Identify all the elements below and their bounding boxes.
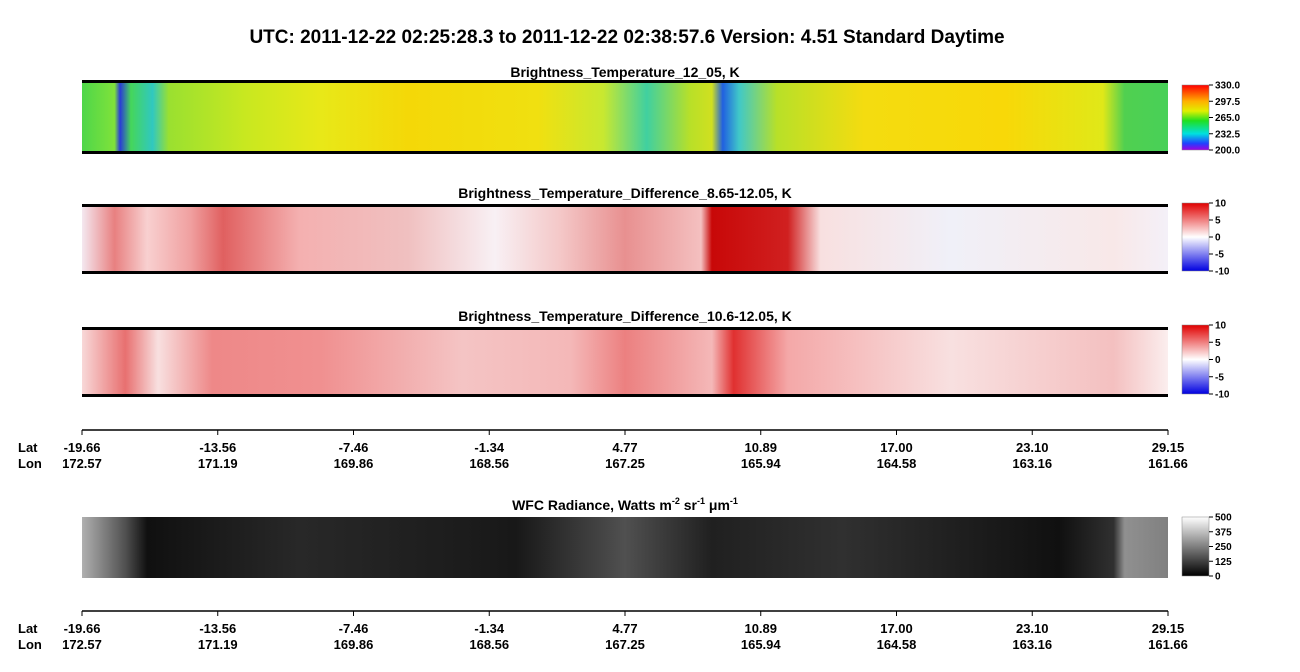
colorbar — [1181, 202, 1210, 272]
strip-border-bottom — [82, 394, 1168, 397]
colorbar-tick-label: 375 — [1215, 527, 1232, 538]
lon-tick-label: 172.57 — [62, 456, 102, 471]
lat-tick-label: 29.15 — [1152, 621, 1185, 636]
title-superscript: -1 — [697, 496, 705, 506]
lon-tick-label: 164.58 — [877, 456, 917, 471]
colorbar-tick-label: 5 — [1215, 338, 1221, 349]
colorbar-tick-label: 0 — [1215, 355, 1221, 366]
colorbar-tick-label: 10 — [1215, 199, 1227, 210]
strip-border-bottom — [82, 271, 1168, 274]
lat-tick-label: 29.15 — [1152, 440, 1185, 455]
image-strip — [82, 206, 1168, 272]
lon-tick-label: 171.19 — [198, 637, 238, 652]
lat-label: Lat — [18, 621, 38, 636]
colorbar-tick-label: 10 — [1215, 321, 1227, 332]
lat-tick-label: 10.89 — [744, 621, 777, 636]
lon-tick-label: 163.16 — [1012, 456, 1052, 471]
title-text: Brightness_Temperature_Difference_10.6-1… — [458, 308, 792, 324]
title-text: sr — [680, 497, 698, 513]
lat-tick-label: 4.77 — [612, 440, 637, 455]
page-title: UTC: 2011-12-22 02:25:28.3 to 2011-12-22… — [249, 27, 1004, 48]
title-text: Brightness_Temperature_12_05, K — [510, 64, 739, 80]
lat-tick-label: -7.46 — [339, 621, 369, 636]
panel-title: WFC Radiance, Watts m-2 sr-1 μm-1 — [512, 496, 738, 513]
lon-tick-label: 165.94 — [741, 637, 782, 652]
strip-border-top — [82, 327, 1168, 330]
lon-tick-label: 161.66 — [1148, 637, 1188, 652]
colorbar — [1181, 516, 1210, 577]
lat-tick-label: 23.10 — [1016, 621, 1049, 636]
lon-tick-label: 167.25 — [605, 637, 645, 652]
lon-label: Lon — [18, 637, 42, 652]
title-superscript: -2 — [672, 496, 680, 506]
colorbar-tick-label: -5 — [1215, 250, 1224, 261]
lat-tick-label: -13.56 — [199, 440, 236, 455]
strip-border-top — [82, 204, 1168, 207]
colorbar-tick-label: 297.5 — [1215, 97, 1240, 108]
title-superscript: -1 — [730, 496, 738, 506]
strip-border-top — [82, 80, 1168, 83]
colorbar-tick-label: -5 — [1215, 372, 1224, 383]
lon-tick-label: 169.86 — [334, 456, 374, 471]
lon-tick-label: 163.16 — [1012, 637, 1052, 652]
lat-tick-label: -19.66 — [64, 440, 101, 455]
colorbar-tick-label: 500 — [1215, 513, 1232, 524]
title-text: Brightness_Temperature_Difference_8.65-1… — [458, 185, 792, 201]
colorbar — [1181, 84, 1210, 151]
image-strip — [82, 329, 1168, 395]
colorbar-tick-label: 125 — [1215, 557, 1232, 568]
lon-tick-label: 165.94 — [741, 456, 782, 471]
colorbar-tick-label: 0 — [1215, 572, 1221, 583]
lon-tick-label: 161.66 — [1148, 456, 1188, 471]
lon-tick-label: 172.57 — [62, 637, 102, 652]
colorbar-tick-label: 5 — [1215, 216, 1221, 227]
strip-border-bottom — [82, 151, 1168, 154]
colorbar-tick-label: 250 — [1215, 542, 1232, 553]
title-text: WFC Radiance, Watts m — [512, 497, 672, 513]
lon-tick-label: 168.56 — [469, 637, 509, 652]
lon-tick-label: 168.56 — [469, 456, 509, 471]
lat-tick-label: -1.34 — [474, 621, 504, 636]
lon-tick-label: 167.25 — [605, 456, 645, 471]
colorbar-tick-label: 200.0 — [1215, 146, 1240, 157]
colorbar-tick-label: -10 — [1215, 390, 1230, 401]
lat-tick-label: 23.10 — [1016, 440, 1049, 455]
lat-tick-label: -1.34 — [474, 440, 504, 455]
colorbar-tick-label: 330.0 — [1215, 81, 1240, 92]
colorbar-tick-label: -10 — [1215, 267, 1230, 278]
panel-title: Brightness_Temperature_Difference_10.6-1… — [458, 308, 792, 324]
lon-tick-label: 164.58 — [877, 637, 917, 652]
lat-tick-label: -19.66 — [64, 621, 101, 636]
lon-tick-label: 171.19 — [198, 456, 238, 471]
lat-tick-label: 4.77 — [612, 621, 637, 636]
title-text: μm — [705, 497, 730, 513]
lat-tick-label: -7.46 — [339, 440, 369, 455]
image-strip — [82, 517, 1168, 578]
lat-tick-label: 17.00 — [880, 621, 913, 636]
lat-tick-label: 10.89 — [744, 440, 777, 455]
image-strip — [82, 82, 1168, 152]
lat-tick-label: 17.00 — [880, 440, 913, 455]
colorbar-tick-label: 232.5 — [1215, 129, 1240, 140]
colorbar-tick-label: 0 — [1215, 233, 1221, 244]
colorbar-tick-label: 265.0 — [1215, 113, 1240, 124]
lat-label: Lat — [18, 440, 38, 455]
panel-title: Brightness_Temperature_12_05, K — [510, 64, 739, 80]
panel-title: Brightness_Temperature_Difference_8.65-1… — [458, 185, 792, 201]
lon-label: Lon — [18, 456, 42, 471]
colorbar — [1181, 324, 1210, 395]
lon-tick-label: 169.86 — [334, 637, 374, 652]
lat-tick-label: -13.56 — [199, 621, 236, 636]
